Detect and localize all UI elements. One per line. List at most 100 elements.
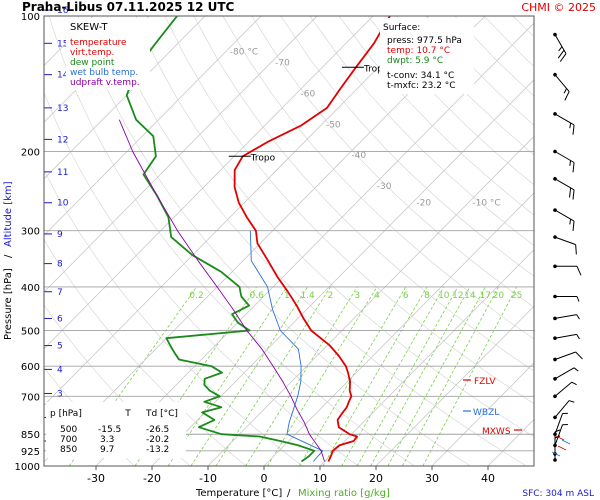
tropopause-label: Tropo: [363, 64, 389, 74]
wind-barb-half: [563, 88, 568, 94]
mixing-ratio-line: [387, 286, 486, 466]
wind-barb-flag: [575, 351, 583, 360]
isotherm-label: -70: [275, 58, 290, 68]
surface-box: [380, 18, 474, 94]
wind-barb: [553, 435, 561, 462]
altitude-tick-label: 4: [57, 365, 63, 375]
mixing-ratio-label: 6: [403, 291, 409, 301]
wind-barb-layer: [551, 32, 583, 462]
surface-tmxfc: t-mxfc: 23.2 °C: [387, 81, 456, 91]
mixing-ratio-label: 4: [374, 291, 380, 301]
mixing-ratio-label: 25: [511, 291, 522, 301]
wind-barb: [553, 208, 575, 231]
isotherm-line: [319, 249, 534, 466]
series-wet-bulb-temp-line: [249, 230, 324, 462]
surface-wind-segment: [551, 451, 561, 457]
wind-barb-half: [576, 314, 580, 320]
table-row-p: 500: [60, 425, 77, 435]
surface-heading: Surface:: [383, 23, 420, 33]
altitude-tick-label: 8: [57, 260, 63, 270]
wind-barb: [553, 351, 583, 362]
isotherm-line: [151, 79, 534, 466]
mixing-ratio-label: 12: [452, 291, 463, 301]
wind-barb-staff: [554, 424, 563, 446]
altitude-tick-label: 16: [57, 6, 69, 16]
wind-barb-flag: [576, 266, 582, 276]
surface-press: press: 977.5 hPa: [387, 36, 462, 46]
pressure-tick-label: 100: [21, 12, 40, 23]
mixing-ratio-line: [322, 286, 428, 466]
level-table-box: [46, 402, 186, 458]
wind-barb-flag: [569, 187, 572, 198]
wind-barb-staff: [554, 351, 576, 360]
isotherm-label: -30: [377, 182, 392, 192]
wind-barb-half: [562, 412, 568, 415]
wind-barb-flag: [572, 189, 575, 200]
altitude-tick-label: 9: [57, 230, 63, 240]
surface-wind-segment: [555, 435, 565, 441]
credit-text: CHMI © 2025: [521, 1, 596, 14]
plot-frame: [43, 15, 535, 467]
altitude-tick-label: 3: [57, 389, 63, 399]
mxws-label: MXWS: [482, 427, 511, 437]
wind-barb-half: [576, 296, 580, 302]
wind-barb-staff: [554, 413, 563, 435]
wind-barb-half: [571, 381, 577, 386]
pressure-tick-label: 925: [21, 447, 40, 458]
wind-barb-half: [554, 429, 561, 433]
altitude-tick-label: 14: [57, 71, 69, 81]
fzlv-label: FZLV: [474, 377, 496, 387]
series-dew-point-line: [125, 16, 316, 463]
isotherm-line: [375, 305, 534, 466]
dry-adiabat-line: [251, 16, 534, 308]
surface-elevation-footer: SFC: 304 m ASL: [522, 489, 594, 499]
wind-barb-half: [569, 122, 572, 129]
dry-adiabat-line: [280, 16, 534, 277]
table-row-td: -20.2: [146, 435, 169, 445]
wind-barb-half: [573, 367, 579, 372]
x-tick-label: -20: [143, 472, 161, 485]
pressure-tick-label: 600: [21, 362, 40, 373]
altitude-tick-label: 11: [57, 168, 68, 178]
legend-virt-temp: virt.temp.: [70, 48, 114, 58]
x-tick-label: -10: [199, 472, 217, 485]
table-row-td: -13.2: [146, 445, 169, 455]
wind-barb-flag: [575, 244, 577, 255]
legend-temperature: temperature: [70, 38, 127, 48]
wind-barb-staff: [554, 236, 576, 246]
mixing-ratio-line: [356, 286, 459, 466]
legend-title: SKEW-T: [70, 22, 108, 33]
y-axis-title-group: Pressure [hPa] / Altitude [km]: [3, 181, 14, 340]
wbzl-label: WBZL: [473, 408, 499, 418]
surface-wind-marks: [551, 435, 571, 457]
isotherm-line: [44, 16, 206, 180]
surface-tconv: t-conv: 34.1 °C: [387, 71, 454, 81]
altitude-tick-label: 15: [57, 39, 68, 49]
isotherm-line: [431, 362, 534, 466]
altitude-tick-label: 5: [57, 342, 63, 352]
surface-wind-segment: [561, 439, 571, 445]
table-row-t: -15.5: [98, 425, 121, 435]
altitude-tick-label: 12: [57, 135, 68, 145]
wind-barb: [553, 235, 577, 255]
mixing-ratio-line: [215, 286, 331, 466]
isotherm-label: -10 °C: [472, 199, 500, 209]
wind-barb: [553, 32, 567, 62]
dry-adiabat-line: [164, 16, 534, 405]
mixing-ratio-label: 0.2: [189, 291, 203, 301]
mixing-ratio-label: 17: [480, 291, 491, 301]
table-row-p: 850: [60, 445, 77, 455]
wind-barb: [553, 381, 577, 399]
wind-barb-half: [576, 334, 580, 340]
wind-barb: [553, 264, 582, 276]
wind-barb-flag: [557, 49, 565, 59]
mixing-ratio-line: [341, 286, 445, 466]
table-row-t: 9.7: [100, 445, 114, 455]
mixing-ratio-label: 10: [438, 291, 450, 301]
y-axis-separator: /: [3, 254, 14, 258]
wind-barb: [553, 294, 580, 302]
table-row-td: -26.5: [146, 425, 169, 435]
wind-barb-staff: [554, 333, 577, 339]
wind-barb: [553, 367, 579, 381]
